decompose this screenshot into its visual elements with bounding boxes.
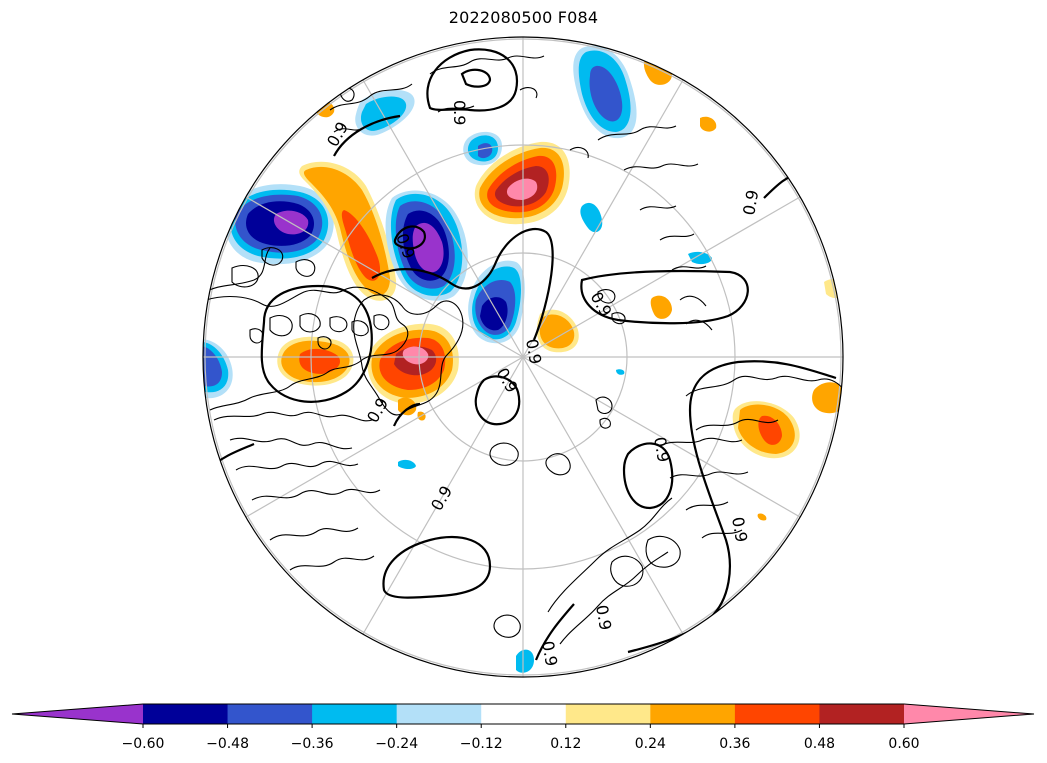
anomaly-negative-west (225, 184, 334, 265)
colorbar-segment (143, 704, 229, 724)
colorbar-extend-min (12, 704, 143, 724)
anomaly-negative-west-edge (203, 339, 233, 399)
colorbar-segment (819, 704, 905, 724)
contours (207, 48, 837, 661)
colorbar-segment (227, 704, 313, 724)
contour-label: 0.9 (450, 100, 469, 125)
anomaly-positive-pole (536, 309, 579, 353)
anomaly-positive-kara (650, 295, 672, 319)
anomaly-negative-small-3 (398, 459, 416, 469)
contour-label: 0.9 (522, 337, 545, 365)
colorbar-tick-label: −0.48 (206, 736, 249, 752)
colorbar-segment (565, 704, 651, 724)
contour-label: 0.9 (592, 603, 615, 631)
contour-label: 0.9 (650, 435, 673, 463)
colorbar-tick-label: −0.60 (122, 736, 165, 752)
colorbar-tick-label: −0.24 (375, 736, 418, 752)
colorbar-extend-max (904, 704, 1034, 724)
colorbar-tick-label: 0.12 (550, 736, 581, 752)
anomaly-positive-north (474, 141, 570, 225)
colorbar-tick-label: 0.48 (804, 736, 835, 752)
anomaly-positive-greenland (367, 323, 459, 404)
map-title: 2022080500 F084 (448, 8, 599, 27)
colorbar-tick-label: −0.36 (291, 736, 334, 752)
colorbar-tick-label: 0.36 (719, 736, 750, 752)
gridlines (203, 37, 843, 677)
colorbar-segment (481, 704, 567, 724)
colorbar-tick-label: 0.60 (888, 736, 919, 752)
contour-label: 0.9 (538, 639, 561, 667)
coastlines (205, 55, 843, 645)
colorbar-segment (734, 704, 820, 724)
anomaly-positive-ne-small (700, 116, 717, 132)
colorbar-segments (11, 703, 1035, 725)
anomaly-negative-small-2 (688, 251, 712, 265)
anomaly-negative-south (516, 649, 534, 673)
colorbar-segment (396, 704, 482, 724)
colorbar-tick-label: 0.24 (635, 736, 666, 752)
colorbar-tick-label: −0.12 (460, 736, 503, 752)
contour-label: 0.9 (728, 515, 751, 543)
colorbar-ticks: −0.60 −0.48 −0.36 −0.24 −0.12 0.12 0.24 0.36 0.4… (122, 724, 920, 752)
anomaly-negative-small-1 (580, 202, 603, 233)
anomaly-negative-small-4 (616, 369, 625, 375)
shaded-anomalies (203, 45, 843, 673)
anomaly-positive-greenland-south (398, 397, 417, 416)
anomaly-negative-pole (468, 260, 525, 344)
anomaly-positive-southeast (757, 513, 767, 521)
colorbar-segment (312, 704, 398, 724)
colorbar-segment (650, 704, 736, 724)
map-border (202, 36, 844, 678)
anomaly-positive-east (732, 401, 800, 459)
anomaly-negative-ne (573, 45, 637, 139)
anomaly-negative-central (385, 190, 468, 301)
anomaly-positive-west-tongue (299, 161, 397, 301)
contour-label: 0.9 (739, 188, 762, 216)
anomaly-positive-greenland-west (277, 336, 354, 386)
